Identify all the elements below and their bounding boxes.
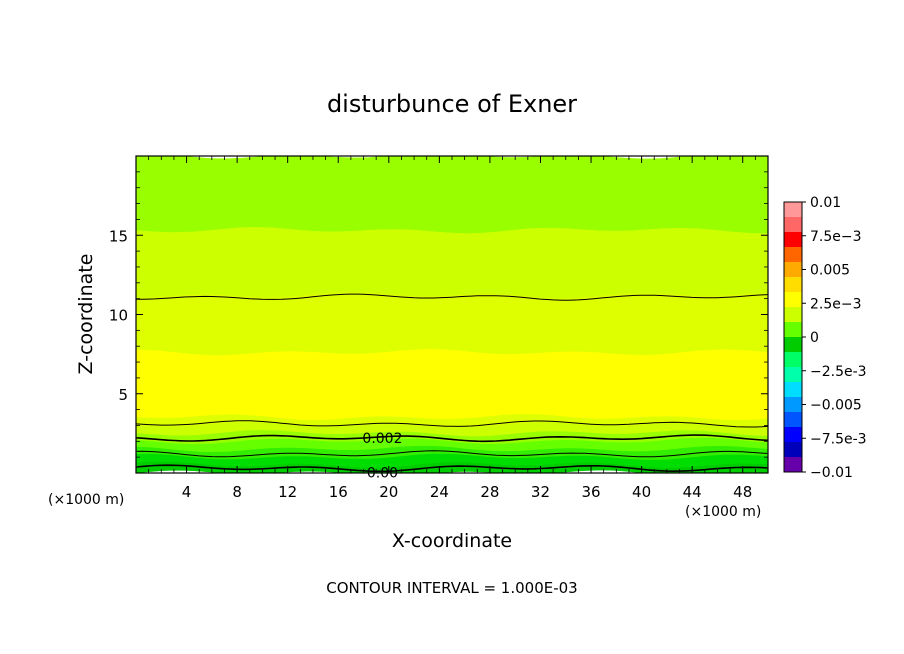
colorbar-swatch-8: [784, 322, 802, 338]
colorbar-swatch-5: [784, 277, 802, 293]
y-axis-ticks: 5 10 15: [109, 171, 768, 458]
x-tick-label-1: 8: [232, 483, 242, 501]
x-tick-label-3: 16: [329, 483, 348, 501]
contour-band-3: [136, 349, 768, 421]
colorbar-label-3: 2.5e−3: [810, 296, 862, 312]
colorbar-label-4: 0: [810, 330, 819, 346]
colorbar-label-2: 0.005: [810, 263, 850, 279]
x-tick-label-4: 20: [379, 483, 398, 501]
plot-area: [136, 156, 768, 473]
y-tick-label-1: 10: [109, 307, 128, 325]
contour-band-2: [136, 292, 768, 356]
colorbar-swatch-16: [784, 442, 802, 458]
colorbar-swatch-12: [784, 382, 802, 398]
colorbar-swatch-17: [784, 457, 802, 473]
colorbar-labels: 0.01 7.5e−3 0.005 2.5e−3 0 −2.5e-3 −0.005 −7.5e…: [802, 195, 867, 481]
colorbar-swatch-10: [784, 352, 802, 368]
colorbar-label-7: −7.5e-3: [810, 431, 867, 447]
x-tick-label-10: 44: [683, 483, 702, 501]
colorbar-swatch-3: [784, 247, 802, 263]
colorbar-swatch-4: [784, 262, 802, 278]
x-axis-label: X-coordinate: [392, 530, 512, 552]
x-tick-label-6: 28: [480, 483, 499, 501]
y-tick-label-0: 5: [118, 386, 128, 404]
contour-line-3: [136, 450, 768, 458]
contour-line-0: [136, 293, 768, 301]
colorbar-label-6: −0.005: [810, 398, 862, 414]
contour-line-layer: [136, 293, 768, 473]
contour-label-2: 0.002: [362, 431, 402, 447]
colorbar-swatch-0: [784, 202, 802, 218]
x-tick-label-8: 36: [581, 483, 600, 501]
colorbar-swatch-14: [784, 412, 802, 428]
colorbar-swatch-1: [784, 217, 802, 233]
contour-line-2: [136, 434, 768, 443]
contour-band-1: [136, 227, 768, 299]
colorbar-swatch-11: [784, 367, 802, 383]
contour-band-0: [136, 156, 768, 234]
colorbar-label-0: 0.01: [810, 195, 841, 211]
colorbar-swatch-9: [784, 337, 802, 353]
contour-line-4: [136, 464, 768, 473]
contour-fill-layer: [136, 156, 768, 473]
y-tick-label-2: 15: [109, 227, 128, 245]
x-axis-unit-left: (×1000 m): [48, 492, 124, 508]
x-tick-label-9: 40: [632, 483, 651, 501]
colorbar: [783, 201, 803, 473]
x-tick-label-2: 12: [278, 483, 297, 501]
colorbar-label-5: −2.5e-3: [810, 364, 867, 380]
x-axis-unit-right: (×1000 m): [685, 504, 761, 520]
colorbar-swatch-7: [784, 307, 802, 323]
chart-title: disturbunce of Exner: [327, 90, 577, 118]
x-axis-ticks: 4 8 12 16 20 24 28 32 36 40 44 48: [148, 156, 756, 501]
contour-interval-note: CONTOUR INTERVAL = 1.000E-03: [326, 579, 577, 597]
colorbar-label-1: 7.5e−3: [810, 229, 862, 245]
colorbar-swatch-13: [784, 397, 802, 413]
x-tick-label-5: 24: [430, 483, 449, 501]
x-tick-label-7: 32: [531, 483, 550, 501]
x-tick-label-11: 48: [733, 483, 752, 501]
colorbar-swatch-2: [784, 232, 802, 248]
y-axis-label: Z-coordinate: [75, 254, 97, 375]
colorbar-swatch-6: [784, 292, 802, 308]
x-tick-label-0: 4: [182, 483, 192, 501]
colorbar-label-8: −0.01: [810, 465, 853, 481]
colorbar-swatch-15: [784, 427, 802, 443]
contour-line-1: [136, 420, 768, 428]
